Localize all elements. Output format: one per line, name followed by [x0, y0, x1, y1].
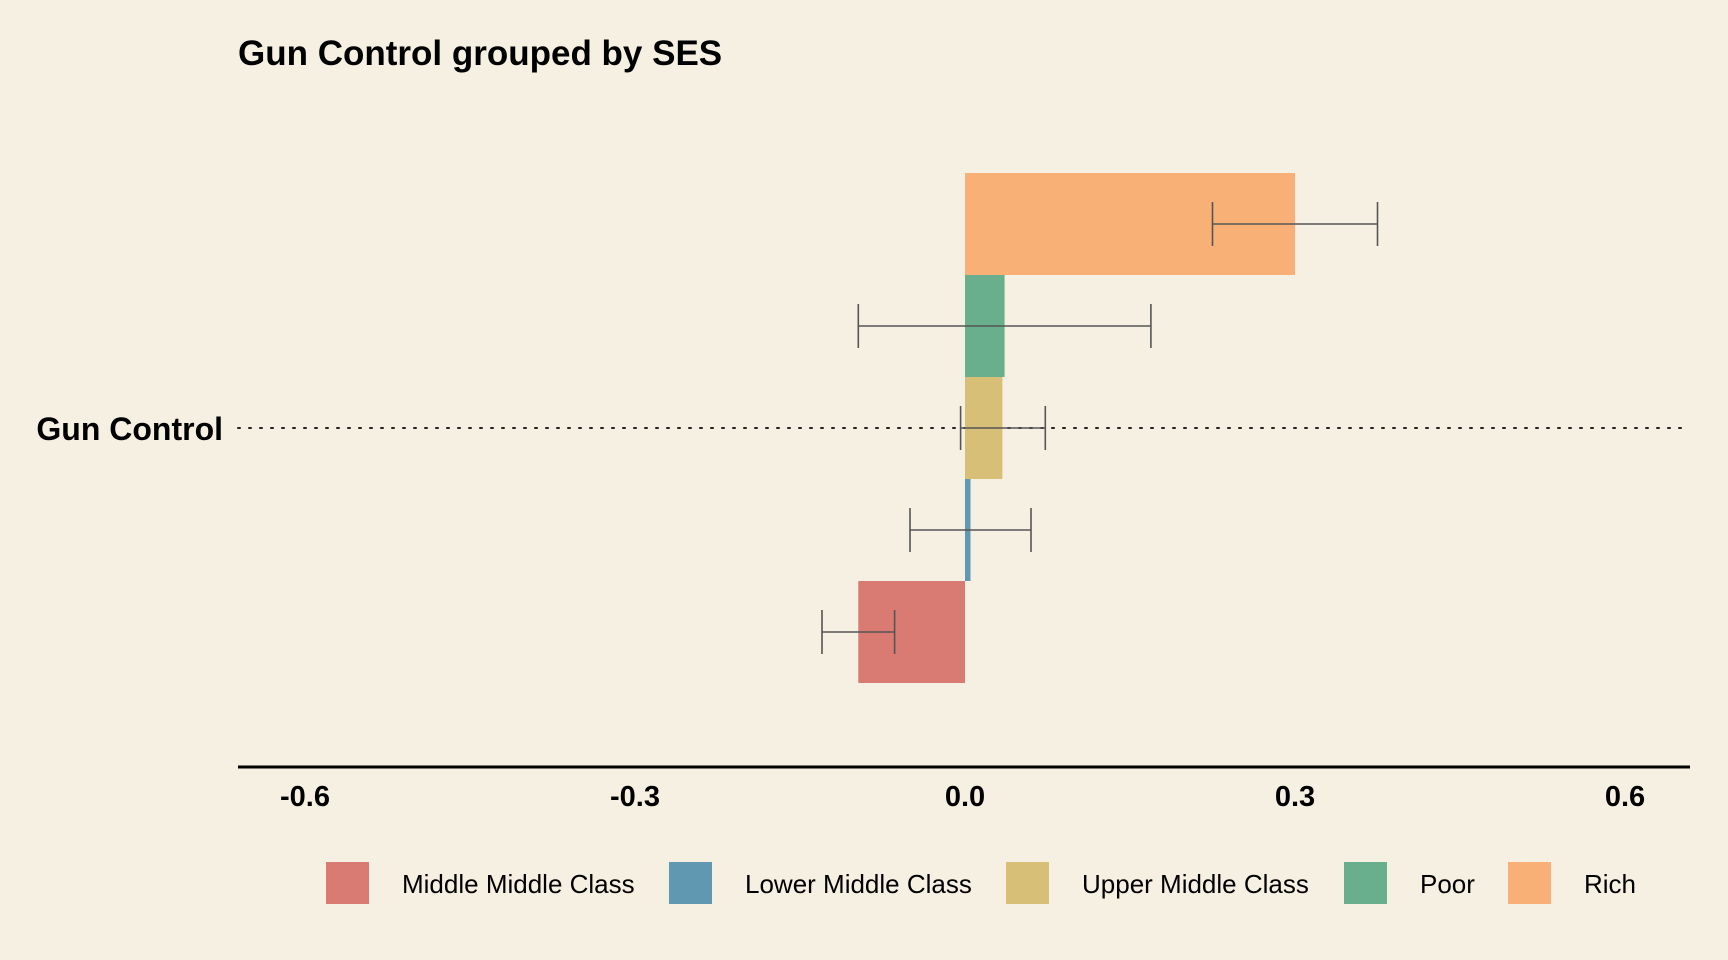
legend-swatch — [669, 862, 712, 904]
legend-item-middle-middle-class: Middle Middle Class — [326, 862, 635, 904]
chart-title: Gun Control grouped by SES — [238, 34, 722, 73]
error-bar-upper-middle-class — [959, 406, 1047, 450]
legend-label: Lower Middle Class — [745, 869, 972, 899]
x-tick-label: 0.6 — [1605, 781, 1645, 813]
error-bar-rich — [1211, 202, 1379, 246]
x-axis-ticks: -0.6 -0.3 0.0 0.3 0.6 — [280, 781, 1645, 813]
x-tick-label: -0.3 — [610, 781, 660, 813]
legend-label: Upper Middle Class — [1082, 869, 1309, 899]
legend-swatch — [1508, 862, 1551, 904]
legend-item-lower-middle-class: Lower Middle Class — [669, 862, 972, 904]
legend-swatch — [326, 862, 369, 904]
legend: Middle Middle Class Lower Middle Class Upp… — [326, 862, 1636, 904]
x-tick-label: 0.0 — [945, 781, 985, 813]
legend-label: Rich — [1584, 869, 1636, 899]
x-tick-label: 0.3 — [1275, 781, 1315, 813]
category-label: Gun Control — [36, 411, 223, 447]
legend-label: Middle Middle Class — [402, 869, 635, 899]
legend-item-poor: Poor — [1344, 862, 1475, 904]
legend-swatch — [1344, 862, 1387, 904]
legend-item-upper-middle-class: Upper Middle Class — [1006, 862, 1309, 904]
legend-label: Poor — [1420, 869, 1475, 899]
x-tick-label: -0.6 — [280, 781, 330, 813]
error-bar-lower-middle-class — [909, 508, 1032, 552]
errorbars-group — [821, 202, 1379, 654]
error-bar-middle-middle-class — [821, 610, 896, 654]
legend-swatch — [1006, 862, 1049, 904]
error-bar-poor — [857, 304, 1152, 348]
legend-item-rich: Rich — [1508, 862, 1636, 904]
